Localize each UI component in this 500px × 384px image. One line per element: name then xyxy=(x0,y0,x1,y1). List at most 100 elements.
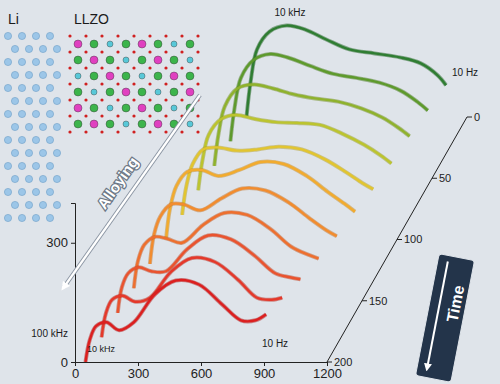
li-atom xyxy=(25,97,32,104)
o-atom xyxy=(180,66,183,69)
lattice-atom xyxy=(154,104,162,112)
time-tick-label: 100 xyxy=(404,233,422,245)
li-atom xyxy=(32,162,39,169)
li-atom xyxy=(25,45,32,52)
o-atom xyxy=(68,114,71,117)
arrows xyxy=(64,95,200,287)
freq-label: 10 Hz xyxy=(262,338,288,349)
li-atom xyxy=(32,32,39,39)
o-atom xyxy=(68,82,71,85)
o-atom xyxy=(116,50,119,53)
lattice-atom xyxy=(90,40,98,48)
o-atom xyxy=(100,98,103,101)
li-atom xyxy=(53,201,60,208)
o-atom xyxy=(196,34,199,37)
x-tick-label: 0 xyxy=(72,366,79,381)
li-atom xyxy=(11,123,18,130)
li-atom xyxy=(18,162,25,169)
freq-label: 10 Hz xyxy=(452,67,478,78)
y-tick-label: 300 xyxy=(46,235,68,250)
y-tick-mark xyxy=(71,243,75,244)
y-tick: 0 xyxy=(61,355,75,370)
o-atom xyxy=(148,50,151,53)
freq-label: 10 kHz xyxy=(87,344,116,354)
o-atom xyxy=(132,34,135,37)
lattice-atom xyxy=(106,72,114,80)
o-atom xyxy=(116,34,119,37)
lattice-atom xyxy=(74,88,82,96)
lattice-atom xyxy=(138,56,146,64)
o-atom xyxy=(180,98,183,101)
li-atom xyxy=(53,71,60,78)
o-atom xyxy=(84,114,87,117)
lattice-atom xyxy=(122,88,130,96)
time-tick-label: 150 xyxy=(369,295,387,307)
lattice-atom xyxy=(107,41,113,47)
x-tick: 1200 xyxy=(313,362,342,381)
lattice-atom xyxy=(122,72,130,80)
o-atom xyxy=(132,130,135,133)
time-label: Time xyxy=(444,284,468,324)
li-atom xyxy=(25,175,32,182)
lattice-atom xyxy=(138,40,146,48)
o-atom xyxy=(148,66,151,69)
o-atom xyxy=(196,82,199,85)
lattice-atom xyxy=(138,104,146,112)
o-atom xyxy=(116,82,119,85)
lattice-atom xyxy=(90,104,98,112)
li-atom xyxy=(46,214,53,221)
li-label: Li xyxy=(8,11,19,27)
li-atom xyxy=(46,58,53,65)
li-atom xyxy=(53,149,60,156)
chart: 050100150200030060090012000300LiLLZOAllo… xyxy=(0,0,500,384)
x-tick-label: 1200 xyxy=(313,366,342,381)
li-atom xyxy=(39,71,46,78)
x-tick-label: 300 xyxy=(128,366,150,381)
y-tick-mark xyxy=(71,362,75,363)
li-atoms xyxy=(4,32,60,221)
li-atom xyxy=(32,188,39,195)
lattice-atom xyxy=(106,120,114,128)
li-atom xyxy=(53,123,60,130)
o-atom xyxy=(132,66,135,69)
lattice-atom xyxy=(154,120,162,128)
y-tick: 300 xyxy=(46,235,75,250)
lattice-atom xyxy=(187,57,193,63)
o-atom xyxy=(180,34,183,37)
lattice-atom xyxy=(90,72,98,80)
li-atom xyxy=(4,110,11,117)
li-atom xyxy=(11,97,18,104)
li-atom xyxy=(32,136,39,143)
x-tick: 900 xyxy=(254,362,276,381)
alloying-arrow xyxy=(64,95,200,287)
lattice-atom xyxy=(154,72,162,80)
x-tick-label: 900 xyxy=(254,366,276,381)
o-atom xyxy=(68,98,71,101)
li-atom xyxy=(32,110,39,117)
o-atom xyxy=(84,130,87,133)
o-atom xyxy=(68,66,71,69)
o-atom xyxy=(68,34,71,37)
y-axis: 0 300 xyxy=(46,204,75,370)
lattice-atom xyxy=(186,88,194,96)
llzo-label: LLZO xyxy=(74,11,109,27)
li-atom xyxy=(4,58,11,65)
freq-label: 10 kHz xyxy=(274,7,305,18)
x-tick: 0 xyxy=(72,362,79,381)
o-atom xyxy=(84,34,87,37)
lattice-atom xyxy=(75,73,81,79)
series xyxy=(86,280,267,362)
li-atom xyxy=(18,188,25,195)
x-tick: 600 xyxy=(191,362,213,381)
o-atom xyxy=(100,50,103,53)
o-atom xyxy=(100,82,103,85)
y-axis-line xyxy=(71,204,76,363)
lattice-atom xyxy=(170,88,178,96)
li-atom xyxy=(4,32,11,39)
background xyxy=(0,0,500,384)
o-atom xyxy=(84,82,87,85)
li-atom xyxy=(11,201,18,208)
li-atom xyxy=(4,136,11,143)
lattice-atom xyxy=(123,57,129,63)
li-atom xyxy=(39,175,46,182)
